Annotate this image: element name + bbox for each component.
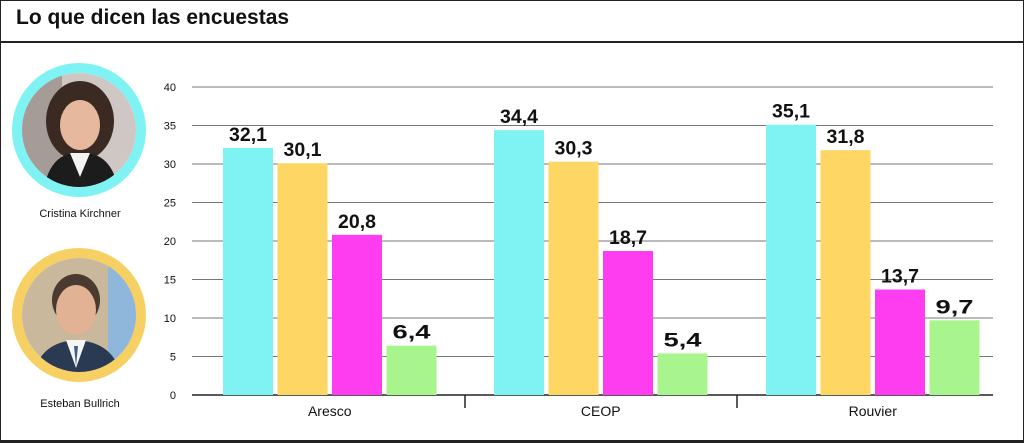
y-tick-label: 35 <box>164 121 176 133</box>
y-tick-label: 20 <box>164 236 176 248</box>
bar <box>603 251 653 395</box>
bar-data-label: 20,8 <box>338 212 376 233</box>
bar-data-label: 5,4 <box>664 330 703 351</box>
bar <box>875 289 925 395</box>
bar-data-label: 35,1 <box>772 102 810 123</box>
bar <box>386 345 437 395</box>
y-tick-label: 40 <box>164 82 176 94</box>
y-tick-label: 0 <box>170 390 176 402</box>
y-tick-label: 10 <box>164 313 176 325</box>
page-title: Lo que dicen las encuestas <box>16 6 290 29</box>
bar-data-label: 6,4 <box>393 323 432 344</box>
bottom-divider <box>0 440 1024 442</box>
bar-data-label: 32,1 <box>229 125 267 146</box>
bar <box>332 234 382 395</box>
bar <box>657 353 708 395</box>
bar <box>548 161 599 395</box>
bar-data-label: 31,8 <box>827 127 865 148</box>
bar-data-label: 9,7 <box>936 297 974 318</box>
bar <box>277 163 328 395</box>
candidate-1-portrait <box>12 63 146 197</box>
bar <box>820 150 871 395</box>
bar-data-label: 18,7 <box>609 228 647 249</box>
bar-data-label: 13,7 <box>881 267 919 288</box>
candidate-1-name: Cristina Kirchner <box>39 208 121 220</box>
bar-data-label: 30,3 <box>555 139 593 160</box>
x-category-label: Aresco <box>308 403 352 419</box>
y-tick-label: 5 <box>170 352 176 364</box>
bar-data-label: 34,4 <box>500 107 538 128</box>
title-divider <box>0 41 1024 43</box>
candidate-2-portrait <box>12 248 146 382</box>
bar-data-label: 30,1 <box>284 140 322 161</box>
candidate-2-name: Esteban Bullrich <box>40 398 120 410</box>
portrait-photo-icon <box>22 258 136 372</box>
candidate-2-photo-icon <box>22 258 136 372</box>
bar <box>929 320 980 395</box>
y-tick-label: 15 <box>164 275 176 287</box>
x-category-label: CEOP <box>581 403 621 419</box>
y-tick-label: 25 <box>164 198 176 210</box>
bar <box>494 130 544 395</box>
y-tick-label: 30 <box>164 159 176 171</box>
bar <box>223 147 273 395</box>
bar <box>766 124 816 395</box>
x-category-label: Rouvier <box>849 403 898 419</box>
